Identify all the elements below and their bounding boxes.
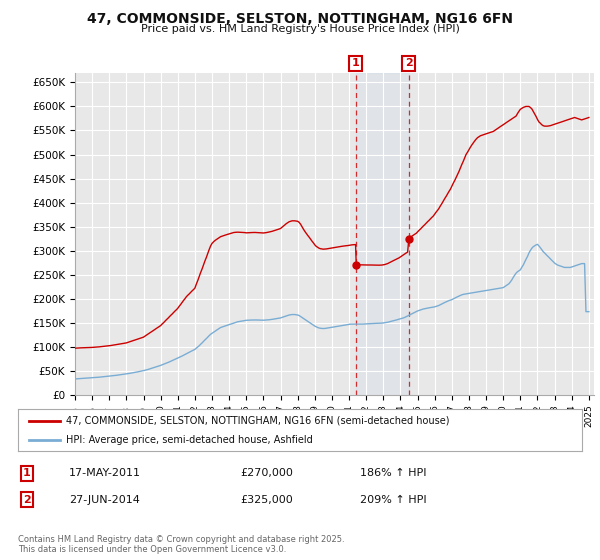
Text: £325,000: £325,000	[240, 494, 293, 505]
Text: Contains HM Land Registry data © Crown copyright and database right 2025.
This d: Contains HM Land Registry data © Crown c…	[18, 535, 344, 554]
Text: £270,000: £270,000	[240, 468, 293, 478]
Text: 27-JUN-2014: 27-JUN-2014	[69, 494, 140, 505]
Text: 186% ↑ HPI: 186% ↑ HPI	[360, 468, 427, 478]
Text: 47, COMMONSIDE, SELSTON, NOTTINGHAM, NG16 6FN: 47, COMMONSIDE, SELSTON, NOTTINGHAM, NG1…	[87, 12, 513, 26]
Text: 209% ↑ HPI: 209% ↑ HPI	[360, 494, 427, 505]
Text: 2: 2	[23, 494, 31, 505]
Text: 2: 2	[405, 58, 413, 68]
Text: HPI: Average price, semi-detached house, Ashfield: HPI: Average price, semi-detached house,…	[66, 435, 313, 445]
Text: 17-MAY-2011: 17-MAY-2011	[69, 468, 141, 478]
Text: 1: 1	[23, 468, 31, 478]
Text: 1: 1	[352, 58, 359, 68]
Bar	[356, 73, 409, 395]
Text: Price paid vs. HM Land Registry's House Price Index (HPI): Price paid vs. HM Land Registry's House …	[140, 24, 460, 34]
Text: 47, COMMONSIDE, SELSTON, NOTTINGHAM, NG16 6FN (semi-detached house): 47, COMMONSIDE, SELSTON, NOTTINGHAM, NG1…	[66, 416, 449, 426]
